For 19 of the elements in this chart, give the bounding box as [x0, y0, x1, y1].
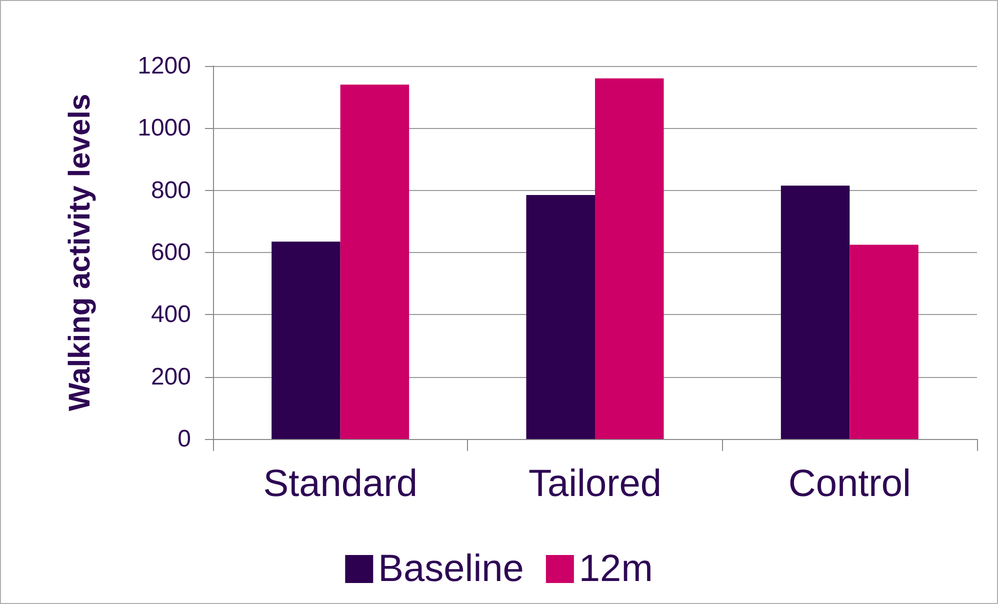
y-tick-label: 1000 [138, 114, 191, 142]
x-tick-label: Tailored [528, 463, 662, 505]
legend-label: Baseline [378, 548, 524, 590]
bar [272, 242, 340, 439]
bar [340, 84, 410, 439]
y-tick-label: 600 [150, 239, 191, 266]
bar [526, 194, 595, 439]
bar [780, 186, 850, 439]
bar [595, 78, 664, 439]
bar [850, 244, 918, 439]
y-tick-label: 200 [150, 363, 191, 390]
y-tick-label: 400 [150, 301, 191, 328]
y-tick-label: 0 [178, 426, 191, 452]
x-tick-label: Control [788, 463, 911, 505]
y-tick-label: 1200 [138, 52, 191, 80]
y-tick-label: 800 [150, 176, 191, 204]
x-tick-label: Standard [263, 463, 418, 505]
y-axis-title: Walking activity levels [64, 94, 96, 412]
legend-label: 12m [578, 548, 653, 590]
